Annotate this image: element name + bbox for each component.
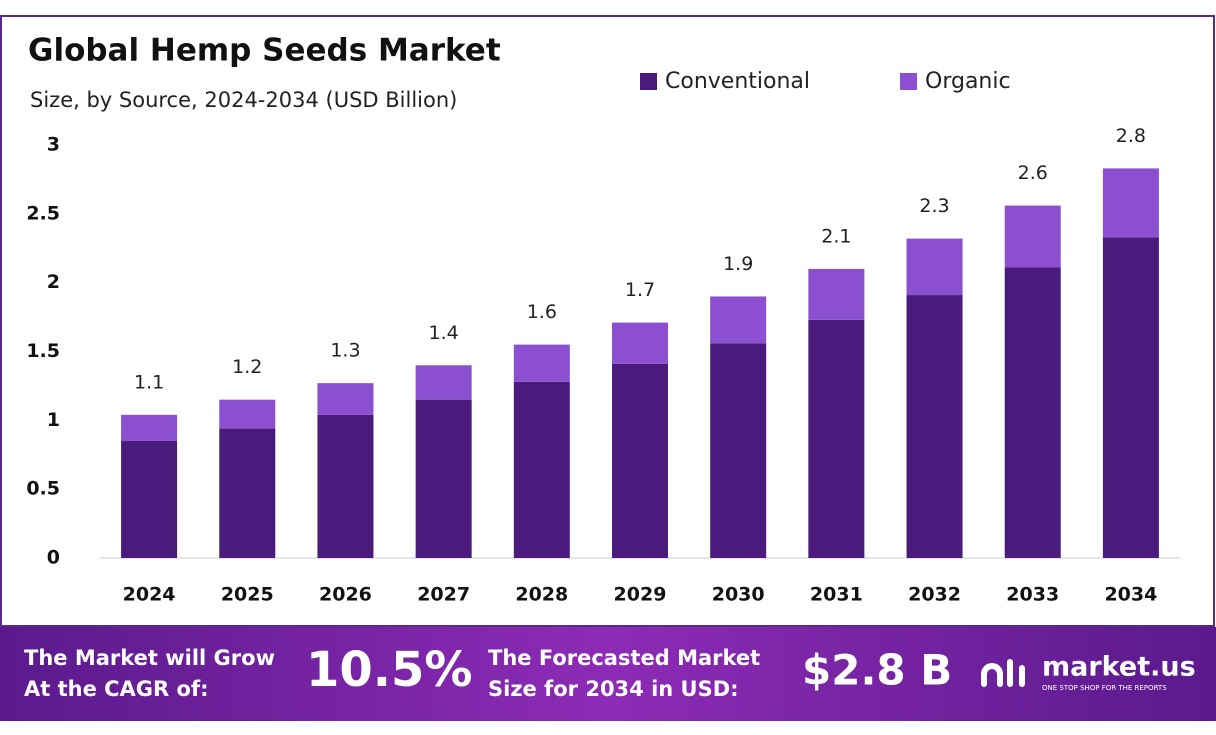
legend-swatch <box>900 73 917 90</box>
brand-tagline: ONE STOP SHOP FOR THE REPORTS <box>1042 684 1167 692</box>
total-label: 1.2 <box>232 356 262 378</box>
cagr-value: 10.5% <box>306 642 473 698</box>
bar-segment <box>808 268 865 320</box>
bar-segment <box>121 440 178 558</box>
x-tick-label: 2034 <box>1104 584 1157 606</box>
brand-logo <box>981 659 1025 687</box>
x-tick-label: 2032 <box>908 584 961 606</box>
bar-segment <box>1004 267 1061 558</box>
legend-label: Conventional <box>665 69 810 94</box>
x-tick-label: 2026 <box>319 584 372 606</box>
y-tick-label: 2.5 <box>26 202 60 224</box>
brand: market.us <box>1042 652 1196 683</box>
legend-label: Organic <box>925 69 1011 94</box>
bar-segment <box>1102 237 1159 558</box>
legend-swatch <box>640 73 657 90</box>
bar-segment <box>906 238 963 296</box>
total-label: 1.9 <box>723 253 753 275</box>
y-tick-label: 3 <box>47 134 60 156</box>
total-label: 2.3 <box>919 195 949 217</box>
chart-title: Global Hemp Seeds Market <box>28 33 501 69</box>
bar-segment <box>415 365 472 400</box>
x-tick-label: 2028 <box>515 584 568 606</box>
legend: Conventional Organic <box>640 69 1011 94</box>
bar-segment <box>710 296 767 344</box>
x-tick-label: 2031 <box>810 584 863 606</box>
forecast-value: $2.8 B <box>802 646 952 695</box>
bar-segment <box>513 344 570 382</box>
cagr-text: The Market will Grow <box>24 646 275 670</box>
forecast-text: Size for 2034 in USD: <box>488 677 739 701</box>
x-tick-label: 2030 <box>712 584 765 606</box>
bar-segment <box>808 319 865 558</box>
bar-segment <box>612 363 668 558</box>
total-label: 1.7 <box>625 279 655 301</box>
total-label: 1.1 <box>134 371 164 393</box>
bar-segment <box>121 414 178 441</box>
bar-segment <box>1004 205 1061 268</box>
bar-segment <box>219 399 276 429</box>
x-tick-label: 2027 <box>417 584 470 606</box>
total-label: 2.6 <box>1018 162 1048 184</box>
bar-segment <box>1102 168 1159 238</box>
bar-segment <box>612 322 668 364</box>
y-tick-label: 1.5 <box>26 340 60 362</box>
total-label: 1.4 <box>429 322 459 344</box>
total-label: 1.3 <box>330 340 360 362</box>
x-tick-label: 2024 <box>123 584 176 606</box>
bar-segment <box>513 381 570 558</box>
bar-segment <box>415 399 472 558</box>
y-tick-label: 2 <box>47 271 60 293</box>
bar-segment <box>317 414 374 558</box>
bar-segment <box>710 343 767 558</box>
footer-band <box>0 627 1216 721</box>
chart-subtitle: Size, by Source, 2024-2034 (USD Billion) <box>30 88 457 112</box>
x-tick-label: 2029 <box>614 584 667 606</box>
y-tick-label: 0.5 <box>26 478 60 500</box>
bar-segment <box>906 295 963 558</box>
total-label: 2.1 <box>821 225 851 247</box>
x-tick-label: 2025 <box>221 584 274 606</box>
y-tick-label: 1 <box>47 409 60 431</box>
total-label: 2.8 <box>1116 125 1146 147</box>
total-label: 1.6 <box>527 301 557 323</box>
cagr-text: At the CAGR of: <box>24 677 209 701</box>
bar-segment <box>219 428 276 558</box>
bar-segment <box>317 383 374 415</box>
y-tick-label: 0 <box>47 547 60 569</box>
forecast-text: The Forecasted Market <box>488 646 760 670</box>
x-tick-label: 2033 <box>1006 584 1059 606</box>
